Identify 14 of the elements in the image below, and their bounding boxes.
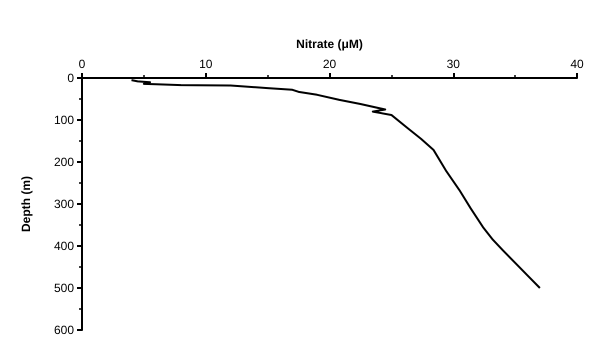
y-tick-label: 500 [54, 281, 74, 295]
x-tick-label: 20 [322, 57, 336, 71]
y-tick-label: 0 [67, 71, 74, 85]
x-tick-label: 30 [446, 57, 460, 71]
y-tick-label: 200 [54, 155, 74, 169]
y-tick-label: 400 [54, 239, 74, 253]
y-axis-title: Depth (m) [19, 176, 33, 232]
x-tick-label: 0 [78, 57, 86, 71]
x-tick-label: 40 [570, 57, 584, 71]
x-tick-label: 10 [199, 57, 213, 71]
y-tick-label: 600 [54, 323, 74, 337]
x-axis-title: Nitrate (μM) [296, 37, 363, 51]
y-tick-label: 100 [54, 113, 74, 127]
y-tick-label: 300 [54, 197, 74, 211]
